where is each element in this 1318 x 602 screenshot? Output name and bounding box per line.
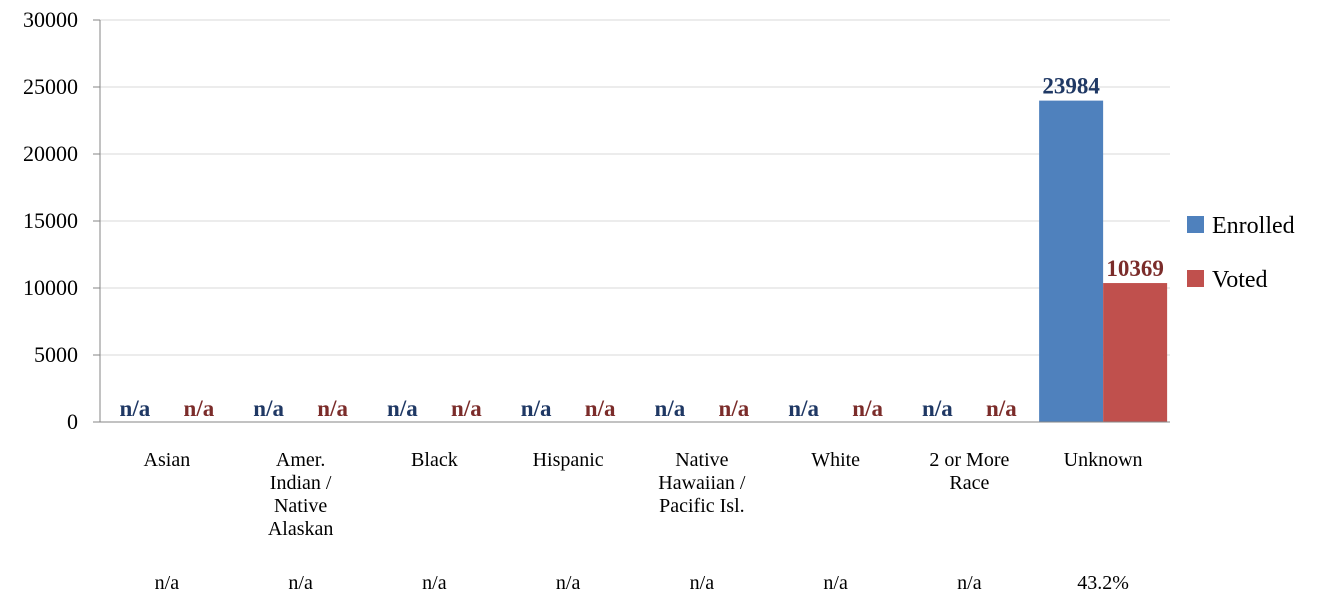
category-label: Unknown [1064, 449, 1143, 471]
y-tick-label: 25000 [23, 74, 78, 99]
bar-enrolled [1039, 100, 1104, 422]
category-label-line: Native [675, 449, 728, 471]
category-label-line: Alaskan [268, 518, 334, 540]
y-tick-label: 10000 [23, 275, 78, 300]
y-tick-label: 20000 [23, 141, 78, 166]
data-label: 23984 [1042, 74, 1100, 99]
category-label: 2 or More Race [929, 449, 1009, 494]
category-label-line: Pacific Isl. [659, 495, 745, 517]
category-label: Hispanic [533, 449, 604, 471]
category-label: White [811, 449, 860, 471]
percent-row: n/a n/a n/a n/a n/a n/a n/a 43.2% [155, 572, 1129, 594]
y-tick-label: 30000 [23, 7, 78, 32]
data-label: n/a [655, 396, 686, 421]
y-tick-label: 0 [67, 409, 78, 434]
category-label-line: Hawaiian / [658, 472, 746, 494]
percent-label: n/a [155, 572, 180, 594]
legend-label-voted: Voted [1212, 267, 1268, 293]
data-label: n/a [852, 396, 883, 421]
category-label-line: Asian [144, 449, 191, 471]
percent-label: n/a [288, 572, 313, 594]
percent-label: n/a [690, 572, 715, 594]
data-label: n/a [986, 396, 1017, 421]
y-tick-label: 5000 [34, 342, 78, 367]
data-label: n/a [184, 396, 215, 421]
category-label: Black [411, 449, 458, 471]
data-label: n/a [317, 396, 348, 421]
percent-label: 43.2% [1077, 572, 1129, 594]
category-label-line: Hispanic [533, 449, 604, 471]
data-label: n/a [253, 396, 284, 421]
category-label: Amer. Indian / Native Alaskan [268, 449, 334, 540]
data-label: n/a [922, 396, 953, 421]
data-labels: n/a n/a n/a n/a n/a n/a n/a n/a n/a n/a n/a n/a n/a n… [120, 74, 1164, 421]
legend-label-enrolled: Enrolled [1212, 213, 1295, 239]
category-label-line: White [811, 449, 860, 471]
bar-voted [1103, 283, 1168, 422]
data-label: n/a [719, 396, 750, 421]
data-label: n/a [521, 396, 552, 421]
percent-label: n/a [957, 572, 982, 594]
data-label: n/a [451, 396, 482, 421]
data-label: n/a [788, 396, 819, 421]
percent-label: n/a [823, 572, 848, 594]
category-label-line: 2 or More [929, 449, 1009, 471]
category-label-line: Amer. [276, 449, 325, 471]
percent-label: n/a [556, 572, 581, 594]
category-label-line: Native [274, 495, 327, 517]
category-label-line: Race [949, 472, 989, 494]
legend-swatch-enrolled [1187, 216, 1204, 233]
category-label: Native Hawaiian / Pacific Isl. [658, 449, 746, 517]
gridlines [100, 19, 1170, 356]
percent-label: n/a [422, 572, 447, 594]
y-axis: 0 5000 10000 15000 20000 25000 30000 [23, 7, 101, 434]
legend: Enrolled Voted [1187, 213, 1295, 293]
legend-swatch-voted [1187, 270, 1204, 287]
category-label: Asian [144, 449, 191, 471]
category-label-line: Indian / [270, 472, 332, 494]
y-tick-label: 15000 [23, 208, 78, 233]
bars [1039, 100, 1168, 422]
data-label: n/a [387, 396, 418, 421]
data-label: 10369 [1106, 256, 1164, 281]
data-label: n/a [585, 396, 616, 421]
data-label: n/a [120, 396, 151, 421]
category-label-line: Black [411, 449, 458, 471]
category-label-line: Unknown [1064, 449, 1143, 471]
